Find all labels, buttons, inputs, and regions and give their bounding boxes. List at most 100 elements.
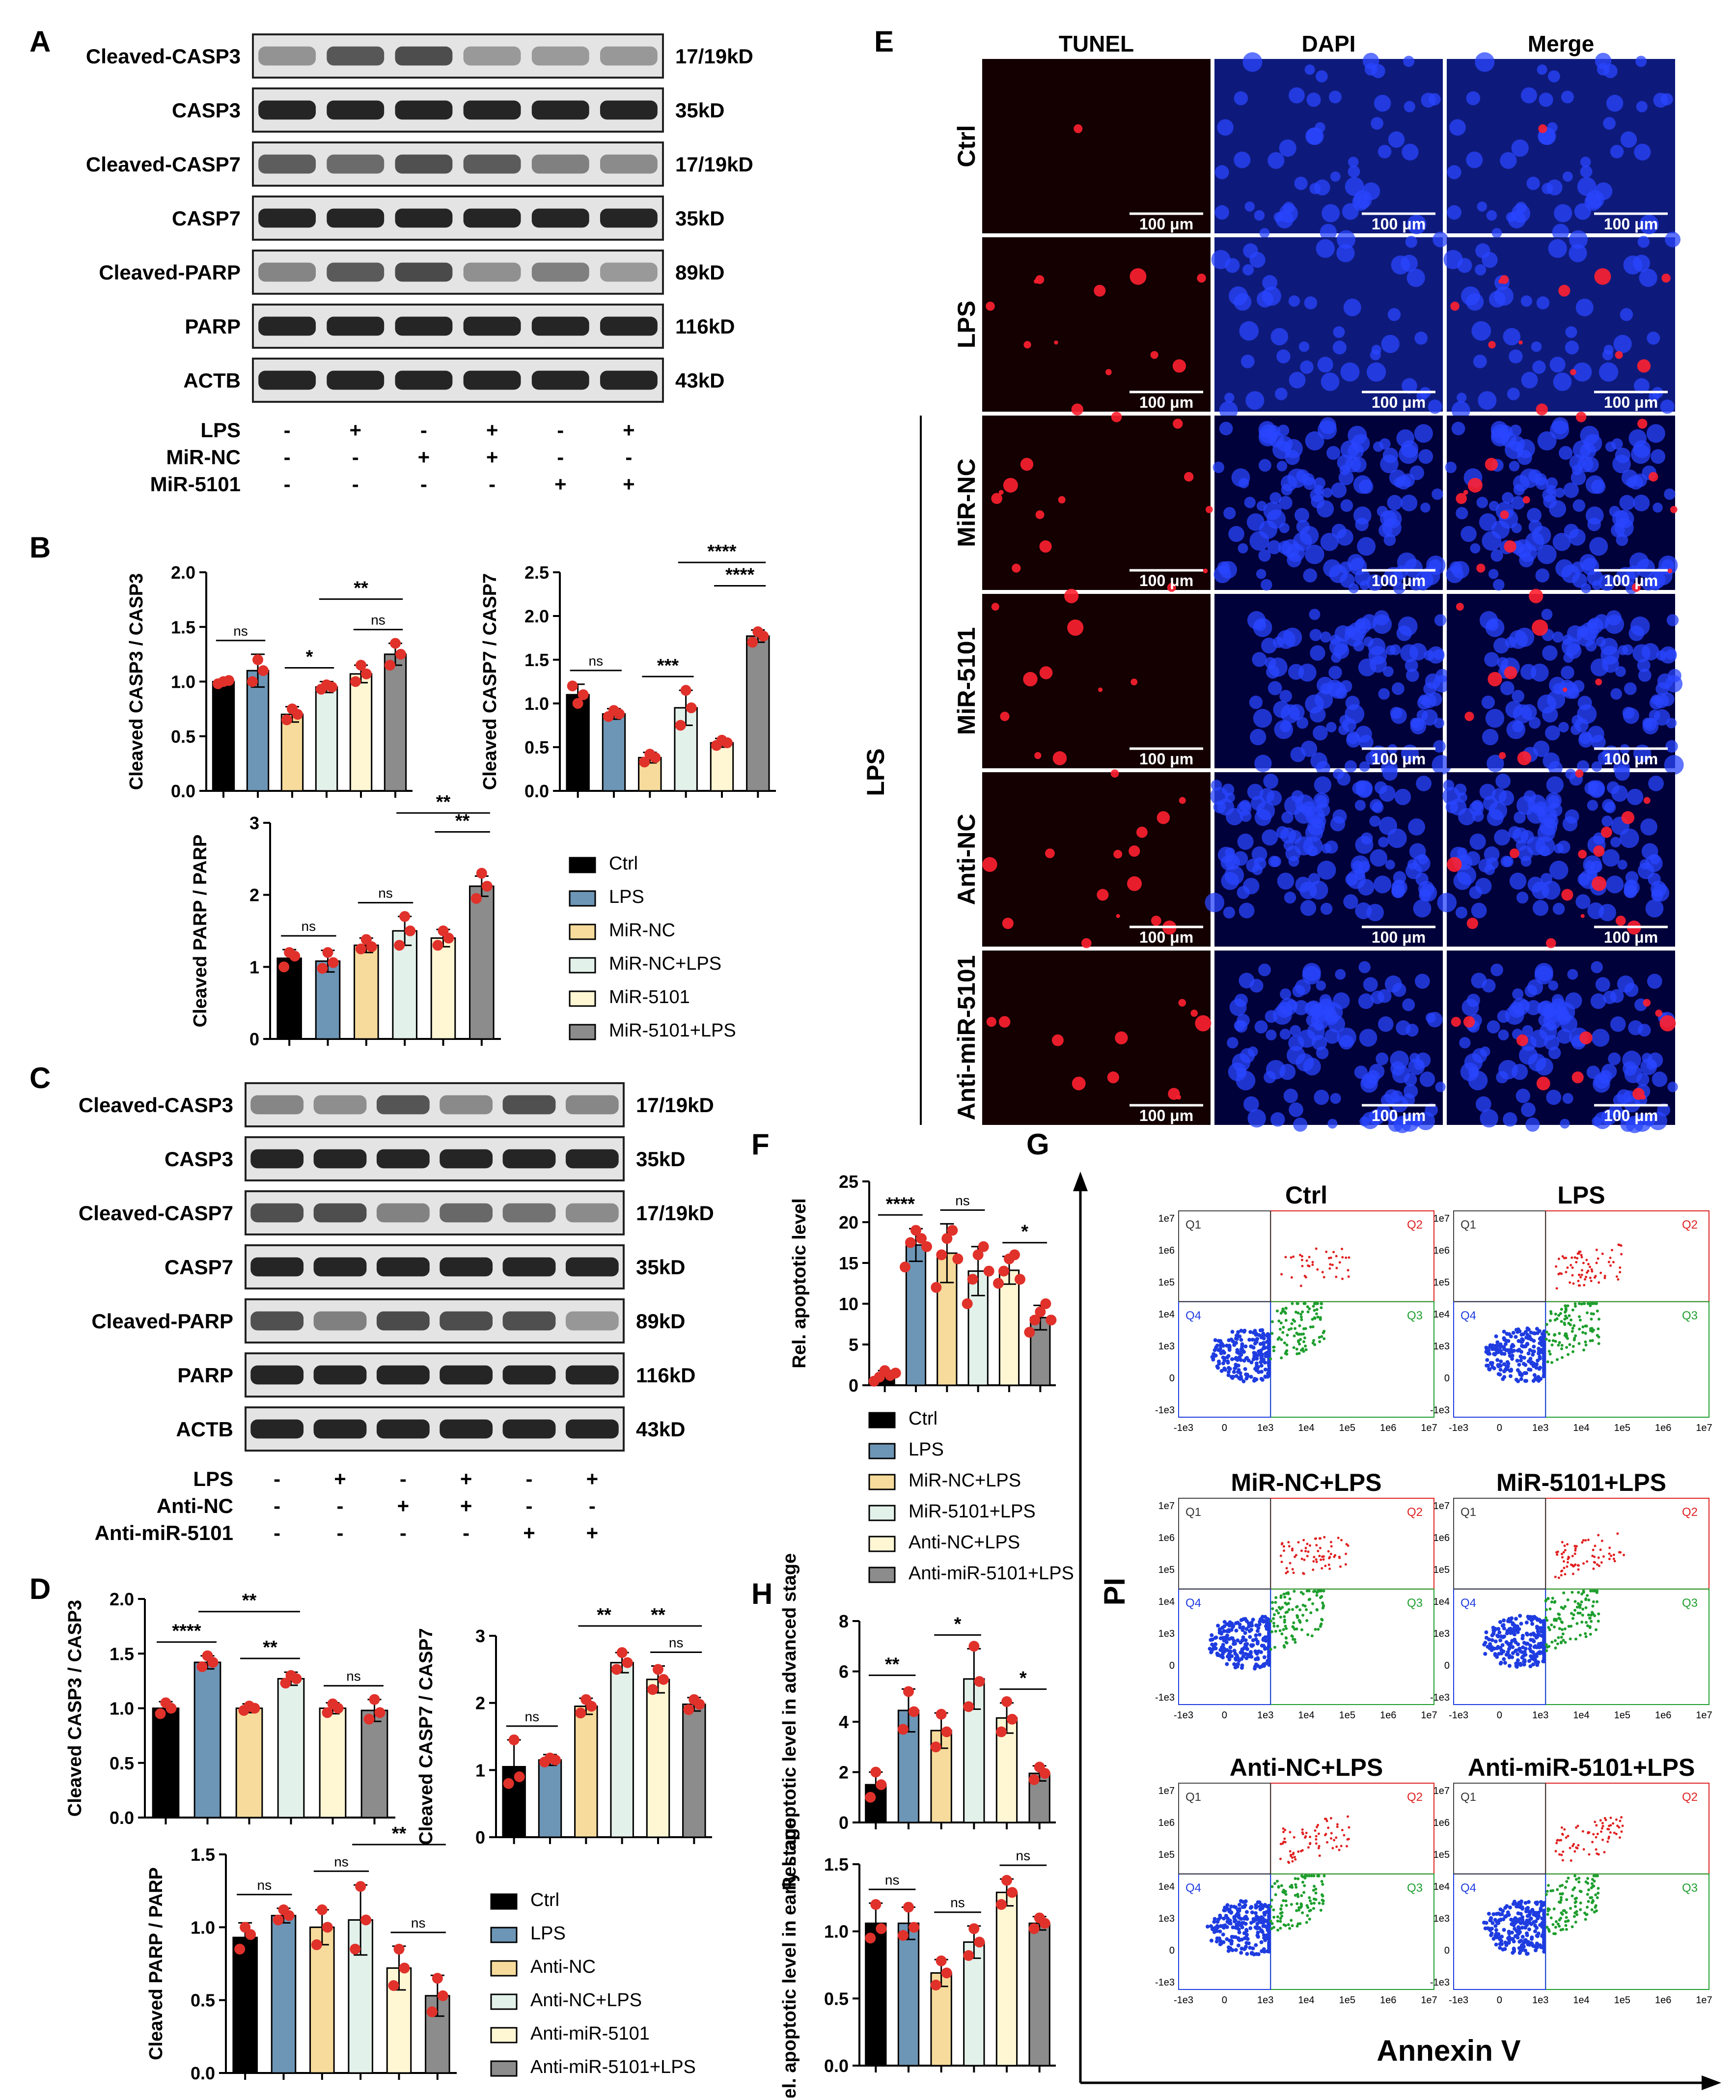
event-q3 [1301, 1875, 1305, 1878]
nucleus [1310, 1004, 1324, 1018]
event-q3 [1316, 1316, 1320, 1319]
data-point [870, 1899, 882, 1910]
nucleus [1569, 529, 1586, 546]
event-q4 [1542, 1950, 1546, 1954]
nucleus [1223, 906, 1236, 919]
event-q3 [1548, 1628, 1551, 1631]
tunel-positive-cell [1516, 1034, 1528, 1046]
event-q2 [1315, 1544, 1318, 1547]
legend-swatch [868, 1443, 896, 1459]
data-point [909, 1706, 919, 1717]
nucleus [1505, 440, 1524, 459]
nucleus [1279, 139, 1296, 157]
event-q3 [1587, 1613, 1590, 1617]
treatment-label: Anti-NC [157, 1494, 233, 1517]
event-q4 [1510, 1357, 1515, 1361]
event-q4 [1236, 1638, 1240, 1643]
blot-band [250, 1311, 304, 1331]
nucleus [1214, 165, 1229, 179]
event-q3 [1558, 1627, 1561, 1630]
event-q3 [1578, 1633, 1582, 1637]
nucleus [1328, 666, 1342, 679]
event-q4 [1253, 1341, 1257, 1345]
event-q3 [1565, 1334, 1569, 1338]
data-point [575, 1708, 586, 1719]
nucleus [1219, 421, 1233, 436]
event-q4 [1251, 1946, 1255, 1951]
tunel-positive-cell [998, 490, 1004, 495]
blot-band [258, 154, 316, 174]
data-point [996, 1899, 1007, 1910]
event-q4 [1528, 1647, 1532, 1651]
blot-band [395, 100, 453, 120]
event-q3 [1296, 1311, 1300, 1315]
y-tick-label: 1 [475, 1760, 485, 1780]
significance-label: ns [525, 1709, 540, 1724]
event-q4 [1488, 1918, 1492, 1923]
tunel-positive-cell [1500, 275, 1509, 284]
flow-x-tick: 1e3 [1532, 1995, 1548, 2006]
data-point [328, 957, 339, 968]
event-q2 [1335, 1836, 1338, 1839]
nucleus [1495, 773, 1511, 789]
event-q4 [1233, 1935, 1238, 1939]
nucleus [1649, 391, 1659, 402]
event-q2 [1576, 1257, 1579, 1260]
event-q2 [1578, 1284, 1581, 1287]
event-q4 [1267, 1943, 1271, 1947]
event-q2 [1305, 1831, 1308, 1834]
nucleus [1510, 424, 1522, 437]
tunel-positive-cell [1563, 687, 1568, 692]
bar-anti-nc-lps [995, 1891, 1018, 2067]
event-q4 [1219, 1941, 1223, 1946]
data-point [1001, 1696, 1012, 1707]
nucleus [1400, 644, 1418, 662]
nucleus [1309, 880, 1328, 900]
event-q3 [1298, 1608, 1302, 1612]
nucleus [1608, 1052, 1621, 1065]
event-q2 [1295, 1554, 1297, 1557]
event-q3 [1572, 1915, 1576, 1918]
event-q3 [1570, 1612, 1573, 1615]
event-q4 [1230, 1357, 1234, 1361]
event-q3 [1554, 1340, 1557, 1343]
event-q3 [1290, 1327, 1293, 1330]
event-q4 [1267, 1352, 1271, 1357]
event-q2 [1601, 1825, 1604, 1828]
annexin-axis-arrowhead [1702, 2075, 1721, 2090]
event-q3 [1274, 1596, 1278, 1599]
event-q4 [1487, 1367, 1491, 1371]
event-q4 [1222, 1638, 1227, 1643]
event-q2 [1347, 1838, 1350, 1841]
event-q4 [1267, 1341, 1271, 1345]
event-q3 [1280, 1911, 1284, 1914]
nucleus [1253, 618, 1272, 637]
event-q2 [1303, 1558, 1306, 1561]
blot-band [600, 316, 658, 336]
nucleus [1220, 855, 1236, 870]
nucleus [1321, 843, 1332, 854]
event-q2 [1280, 1273, 1283, 1276]
event-q2 [1568, 1556, 1571, 1559]
nucleus [1572, 499, 1586, 512]
nucleus [1234, 151, 1251, 168]
tunel-positive-cell [1067, 619, 1084, 636]
event-q4 [1226, 1949, 1231, 1953]
event-q2 [1573, 1256, 1576, 1259]
event-q4 [1499, 1648, 1504, 1652]
nucleus [1374, 94, 1391, 112]
nucleus [1276, 826, 1289, 839]
quadrant-label: Q3 [1682, 1596, 1698, 1610]
y-tick-label: 2 [249, 885, 259, 905]
treatment-label: LPS [200, 419, 241, 442]
nucleus [1428, 93, 1441, 106]
tunel-positive-cell [991, 493, 1002, 504]
nucleus [1552, 902, 1565, 915]
blot-band [327, 46, 385, 66]
nucleus [1354, 800, 1366, 811]
event-q3 [1318, 1902, 1321, 1905]
treatment-sign: + [397, 1494, 410, 1517]
nucleus [1519, 468, 1539, 488]
